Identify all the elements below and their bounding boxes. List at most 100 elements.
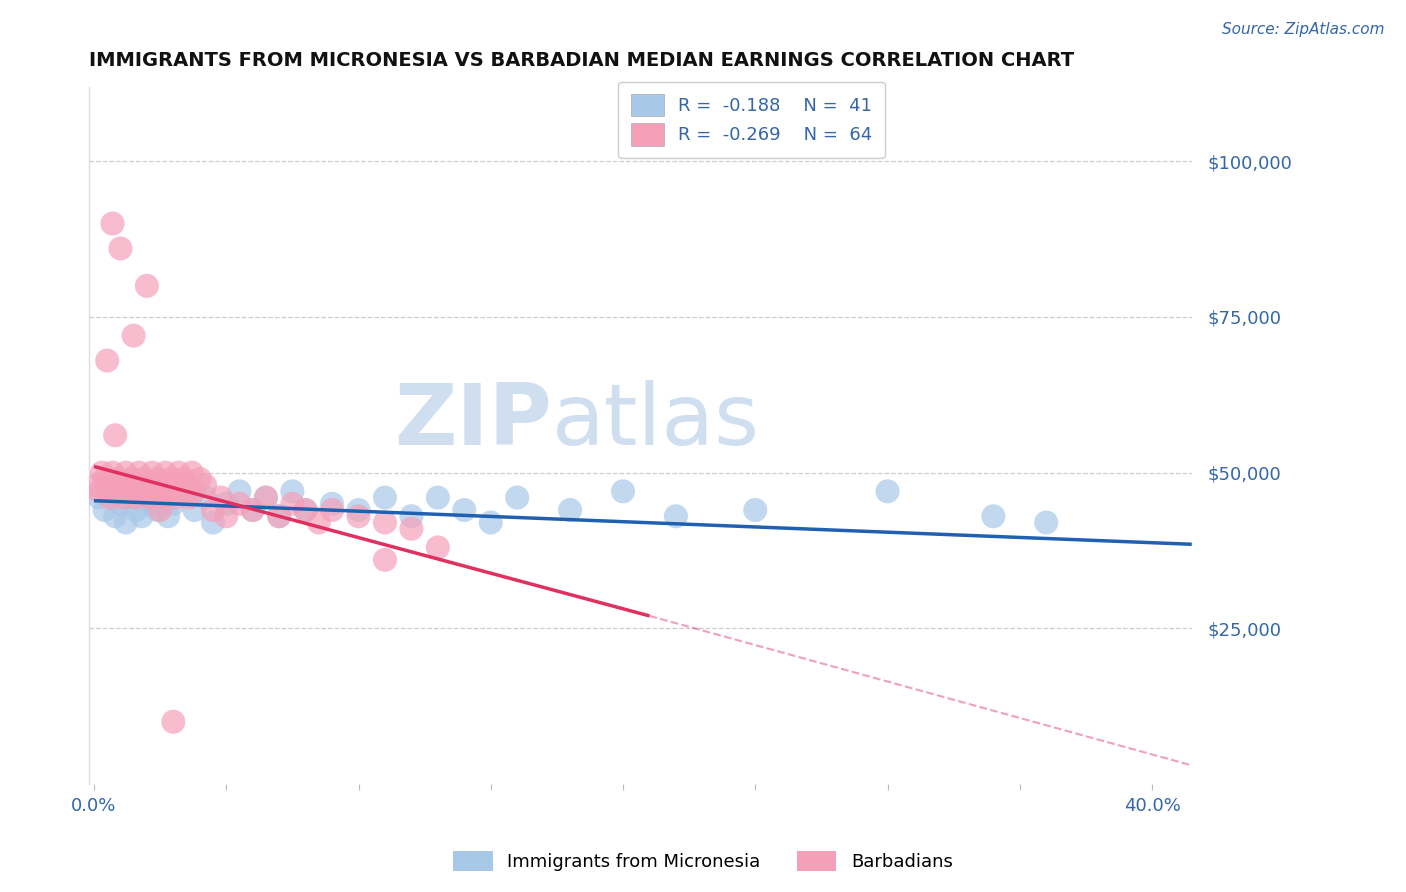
Point xyxy=(125,491,148,505)
Point xyxy=(110,497,132,511)
Point xyxy=(155,466,177,480)
Point xyxy=(93,472,115,486)
Point xyxy=(202,516,225,530)
Point xyxy=(128,466,150,480)
Point xyxy=(86,478,108,492)
Point xyxy=(89,491,111,505)
Text: atlas: atlas xyxy=(553,380,761,463)
Point xyxy=(179,491,201,505)
Point xyxy=(112,491,135,505)
Point xyxy=(138,491,160,505)
Point xyxy=(159,472,181,486)
Point xyxy=(426,491,449,505)
Point xyxy=(131,509,153,524)
Point xyxy=(146,503,169,517)
Point xyxy=(374,491,396,505)
Point xyxy=(254,491,277,505)
Point xyxy=(558,503,581,517)
Point xyxy=(269,509,291,524)
Point xyxy=(90,466,112,480)
Point xyxy=(183,503,205,517)
Point xyxy=(162,478,184,492)
Point xyxy=(612,484,634,499)
Point xyxy=(188,472,211,486)
Point xyxy=(876,484,898,499)
Point xyxy=(149,478,172,492)
Point xyxy=(107,472,129,486)
Point xyxy=(114,466,136,480)
Point xyxy=(321,503,343,517)
Point xyxy=(194,478,217,492)
Point xyxy=(141,466,163,480)
Point xyxy=(96,478,118,492)
Point xyxy=(104,428,127,442)
Point xyxy=(146,472,169,486)
Point xyxy=(242,503,264,517)
Point xyxy=(117,484,139,499)
Point xyxy=(453,503,475,517)
Point xyxy=(1035,516,1057,530)
Point xyxy=(176,478,198,492)
Point xyxy=(506,491,529,505)
Legend: Immigrants from Micronesia, Barbadians: Immigrants from Micronesia, Barbadians xyxy=(446,844,960,879)
Point xyxy=(281,484,304,499)
Point xyxy=(374,553,396,567)
Point xyxy=(308,516,330,530)
Point xyxy=(96,353,118,368)
Point xyxy=(321,497,343,511)
Point xyxy=(983,509,1005,524)
Point xyxy=(135,478,157,492)
Text: ZIP: ZIP xyxy=(394,380,553,463)
Point xyxy=(135,278,157,293)
Point xyxy=(135,484,157,499)
Point xyxy=(215,509,238,524)
Point xyxy=(162,714,184,729)
Point xyxy=(242,503,264,517)
Point xyxy=(183,484,205,499)
Point xyxy=(157,484,180,499)
Point xyxy=(401,509,423,524)
Point xyxy=(152,491,174,505)
Point xyxy=(149,503,172,517)
Text: IMMIGRANTS FROM MICRONESIA VS BARBADIAN MEDIAN EARNINGS CORRELATION CHART: IMMIGRANTS FROM MICRONESIA VS BARBADIAN … xyxy=(89,51,1074,70)
Point xyxy=(173,472,195,486)
Point xyxy=(202,503,225,517)
Point xyxy=(120,472,142,486)
Point xyxy=(744,503,766,517)
Point xyxy=(194,491,217,505)
Point xyxy=(120,491,142,505)
Point xyxy=(110,478,132,492)
Point xyxy=(665,509,688,524)
Point xyxy=(180,466,202,480)
Point xyxy=(152,491,174,505)
Point xyxy=(269,509,291,524)
Point xyxy=(426,541,449,555)
Point xyxy=(101,466,124,480)
Point xyxy=(167,466,190,480)
Point xyxy=(215,497,238,511)
Point xyxy=(141,497,163,511)
Point xyxy=(101,217,124,231)
Point xyxy=(104,484,127,499)
Point xyxy=(228,484,250,499)
Point xyxy=(122,328,145,343)
Point xyxy=(98,484,121,499)
Text: Source: ZipAtlas.com: Source: ZipAtlas.com xyxy=(1222,22,1385,37)
Point xyxy=(162,497,184,511)
Point xyxy=(281,497,304,511)
Point xyxy=(479,516,502,530)
Point xyxy=(254,491,277,505)
Point xyxy=(294,503,316,517)
Point xyxy=(401,522,423,536)
Point xyxy=(165,491,187,505)
Point xyxy=(176,484,198,499)
Point xyxy=(110,242,132,256)
Point xyxy=(114,516,136,530)
Point xyxy=(347,503,370,517)
Legend: R =  -0.188    N =  41, R =  -0.269    N =  64: R = -0.188 N = 41, R = -0.269 N = 64 xyxy=(619,81,884,158)
Point xyxy=(143,484,166,499)
Point xyxy=(347,509,370,524)
Point xyxy=(93,503,115,517)
Point xyxy=(294,503,316,517)
Point xyxy=(228,497,250,511)
